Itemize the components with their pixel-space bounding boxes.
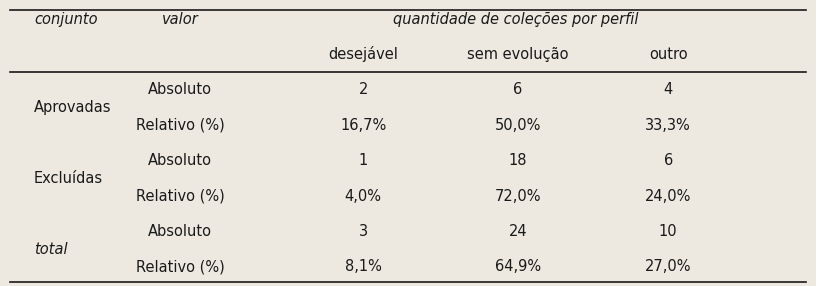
Text: 4: 4	[663, 82, 673, 98]
Text: 50,0%: 50,0%	[494, 118, 541, 133]
Text: 10: 10	[659, 224, 677, 239]
Text: 18: 18	[508, 153, 527, 168]
Text: quantidade de coleções por perfil: quantidade de coleções por perfil	[393, 11, 638, 27]
Text: Relativo (%): Relativo (%)	[136, 188, 224, 204]
Text: sem evolução: sem evolução	[467, 47, 569, 62]
Text: Absoluto: Absoluto	[149, 224, 212, 239]
Text: Absoluto: Absoluto	[149, 153, 212, 168]
Text: total: total	[34, 242, 68, 257]
Text: 6: 6	[663, 153, 673, 168]
Text: 24: 24	[508, 224, 527, 239]
Text: 3: 3	[359, 224, 368, 239]
Text: conjunto: conjunto	[34, 12, 98, 27]
Text: 64,9%: 64,9%	[494, 259, 541, 274]
Text: 33,3%: 33,3%	[645, 118, 691, 133]
Text: 72,0%: 72,0%	[494, 188, 541, 204]
Text: Aprovadas: Aprovadas	[34, 100, 112, 115]
Text: 1: 1	[359, 153, 368, 168]
Text: Excluídas: Excluídas	[34, 171, 103, 186]
Text: Relativo (%): Relativo (%)	[136, 118, 224, 133]
Text: Relativo (%): Relativo (%)	[136, 259, 224, 274]
Text: 8,1%: 8,1%	[345, 259, 382, 274]
Text: valor: valor	[162, 12, 198, 27]
Text: 4,0%: 4,0%	[345, 188, 382, 204]
Text: 6: 6	[513, 82, 522, 98]
Text: 16,7%: 16,7%	[340, 118, 387, 133]
Text: desejável: desejável	[328, 47, 398, 63]
Text: outro: outro	[649, 47, 688, 62]
Text: 27,0%: 27,0%	[645, 259, 691, 274]
Text: Absoluto: Absoluto	[149, 82, 212, 98]
Text: 2: 2	[358, 82, 368, 98]
Text: 24,0%: 24,0%	[645, 188, 691, 204]
